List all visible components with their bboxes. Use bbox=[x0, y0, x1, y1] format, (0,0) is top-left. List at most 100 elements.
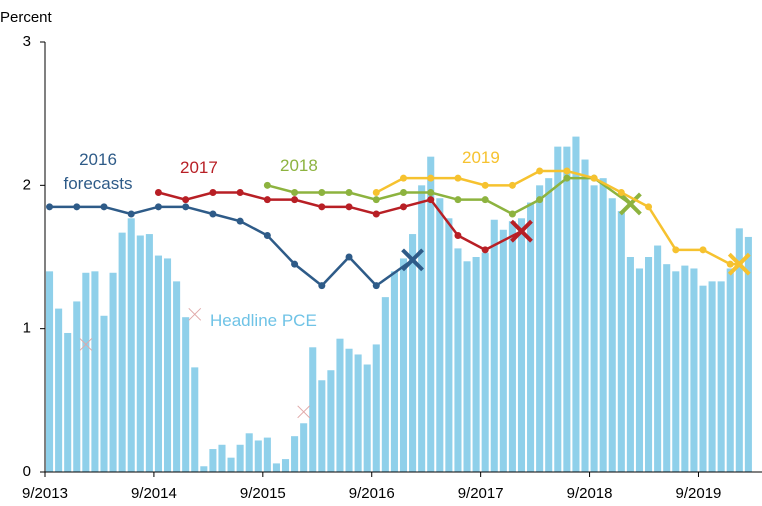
y-tick-label: 2 bbox=[23, 176, 31, 193]
bar bbox=[154, 255, 162, 472]
point bbox=[726, 260, 734, 268]
point bbox=[454, 196, 462, 204]
x-tick-label: 9/2017 bbox=[458, 485, 504, 502]
point bbox=[427, 189, 435, 196]
bar bbox=[617, 211, 625, 472]
bar bbox=[109, 272, 117, 472]
bar bbox=[445, 218, 453, 472]
bar bbox=[681, 265, 689, 472]
bar bbox=[454, 248, 462, 472]
series-label: 2018 bbox=[280, 156, 318, 175]
bar bbox=[318, 380, 326, 472]
bar bbox=[481, 252, 489, 472]
point bbox=[481, 196, 489, 204]
bar bbox=[399, 258, 408, 472]
point bbox=[481, 181, 489, 189]
bar bbox=[490, 219, 498, 472]
bar bbox=[699, 285, 707, 472]
marker bbox=[297, 405, 311, 419]
point bbox=[563, 167, 571, 175]
x-tick-label: 9/2013 bbox=[22, 485, 68, 502]
point bbox=[345, 253, 353, 261]
bar bbox=[517, 218, 526, 472]
x-tick-label: 9/2014 bbox=[131, 485, 177, 502]
point bbox=[291, 189, 299, 196]
bar bbox=[418, 185, 426, 473]
bar bbox=[409, 234, 417, 472]
point bbox=[154, 189, 162, 196]
bar bbox=[626, 257, 634, 472]
bar bbox=[572, 136, 580, 472]
bar bbox=[227, 457, 235, 472]
bar bbox=[336, 338, 344, 472]
bar bbox=[372, 344, 380, 472]
y-tick-label: 3 bbox=[23, 33, 31, 50]
bar bbox=[599, 178, 607, 472]
point bbox=[291, 260, 299, 268]
bar bbox=[663, 264, 671, 472]
bar bbox=[463, 261, 471, 472]
bar bbox=[654, 245, 662, 472]
bar bbox=[717, 281, 725, 472]
bar bbox=[608, 198, 616, 472]
point bbox=[400, 174, 407, 182]
bar bbox=[345, 348, 353, 472]
bar bbox=[281, 459, 290, 472]
bar bbox=[508, 221, 516, 472]
point bbox=[536, 196, 544, 204]
bar bbox=[744, 236, 752, 472]
forecast-line bbox=[49, 205, 378, 288]
bar bbox=[735, 228, 743, 472]
bar bbox=[327, 370, 335, 472]
x-tick-label: 9/2019 bbox=[676, 485, 722, 502]
bar bbox=[200, 466, 208, 472]
bar bbox=[291, 436, 299, 472]
bar bbox=[118, 232, 126, 472]
bar bbox=[100, 315, 108, 472]
bar bbox=[236, 444, 244, 472]
outcome-marker bbox=[510, 219, 533, 243]
bar bbox=[581, 159, 589, 473]
bar bbox=[182, 317, 190, 472]
point bbox=[427, 174, 435, 182]
bar bbox=[381, 297, 389, 472]
bar bbox=[46, 271, 54, 472]
point bbox=[100, 203, 108, 211]
point bbox=[345, 203, 353, 211]
bar bbox=[363, 364, 371, 472]
y-tick-label: 1 bbox=[23, 320, 31, 337]
point bbox=[46, 203, 54, 211]
y-tick-label: 0 bbox=[23, 463, 31, 480]
point bbox=[154, 203, 162, 211]
point bbox=[209, 210, 217, 218]
point bbox=[127, 210, 135, 218]
point bbox=[617, 189, 625, 196]
forecast-line bbox=[375, 169, 731, 266]
bar bbox=[436, 198, 444, 472]
bar bbox=[73, 301, 81, 472]
point bbox=[508, 181, 516, 189]
bar bbox=[91, 271, 99, 472]
point bbox=[508, 210, 516, 218]
bar bbox=[64, 332, 72, 472]
x-tick-label: 9/2015 bbox=[240, 485, 286, 502]
point bbox=[236, 189, 244, 196]
y-axis-label: Percent bbox=[0, 9, 53, 26]
series-label: 2016 forecasts bbox=[63, 150, 133, 193]
bar bbox=[300, 423, 308, 472]
bar bbox=[136, 235, 144, 472]
point bbox=[182, 203, 190, 211]
x-tick-label: 9/2018 bbox=[567, 485, 613, 502]
point bbox=[236, 217, 244, 225]
bar bbox=[690, 268, 698, 472]
bar bbox=[173, 281, 181, 472]
bar bbox=[209, 449, 217, 472]
bar bbox=[527, 202, 535, 473]
point bbox=[563, 174, 571, 182]
point bbox=[263, 196, 271, 204]
bar bbox=[263, 437, 271, 472]
bar bbox=[554, 146, 562, 472]
bar bbox=[309, 347, 317, 472]
point bbox=[645, 203, 653, 211]
point bbox=[372, 189, 380, 196]
